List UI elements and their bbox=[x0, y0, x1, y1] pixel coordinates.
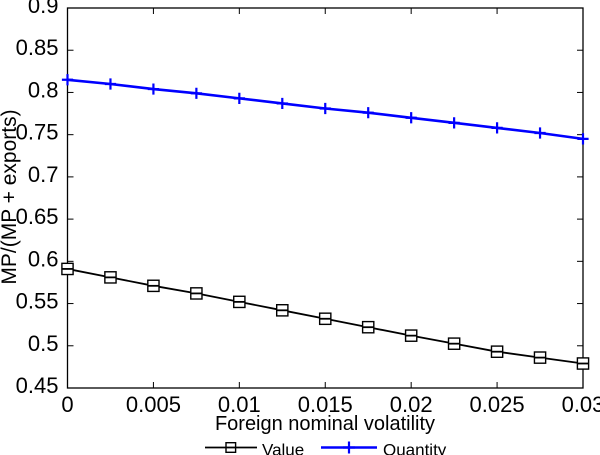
svg-text:0.55: 0.55 bbox=[16, 289, 59, 314]
svg-text:0.8: 0.8 bbox=[28, 77, 59, 102]
svg-text:0.005: 0.005 bbox=[126, 392, 181, 417]
svg-text:0.025: 0.025 bbox=[470, 392, 525, 417]
svg-text:0.85: 0.85 bbox=[16, 35, 59, 60]
svg-text:Value: Value bbox=[262, 441, 304, 455]
svg-text:0.6: 0.6 bbox=[28, 246, 59, 271]
svg-text:0.03: 0.03 bbox=[562, 392, 600, 417]
svg-text:MP/(MP + exports): MP/(MP + exports) bbox=[0, 109, 21, 284]
svg-text:0.65: 0.65 bbox=[16, 204, 59, 229]
svg-text:0.45: 0.45 bbox=[16, 373, 59, 398]
svg-text:0.5: 0.5 bbox=[28, 331, 59, 356]
svg-text:0.75: 0.75 bbox=[16, 120, 59, 145]
svg-text:Foreign nominal volatility: Foreign nominal volatility bbox=[215, 413, 435, 435]
svg-text:Quantity: Quantity bbox=[383, 441, 447, 455]
svg-text:0.7: 0.7 bbox=[28, 162, 59, 187]
svg-text:0: 0 bbox=[61, 392, 73, 417]
svg-text:0.9: 0.9 bbox=[28, 0, 59, 18]
